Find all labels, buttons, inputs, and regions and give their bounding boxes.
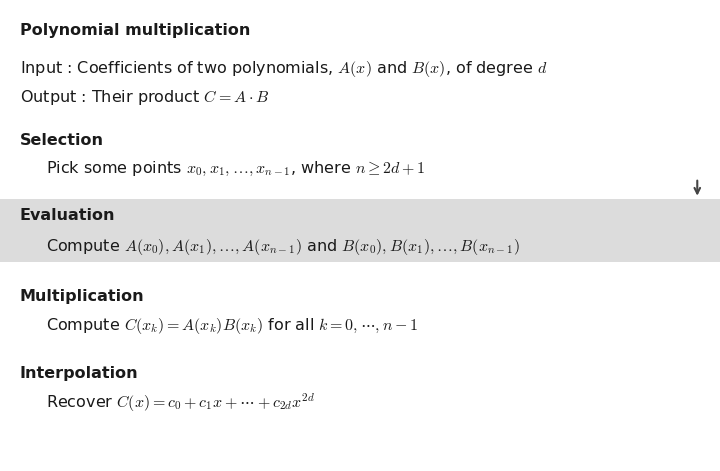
Text: Compute $C(x_k) = A(x_k)B(x_k)$ for all $k = 0, \cdots, n-1$: Compute $C(x_k) = A(x_k)B(x_k)$ for all …	[46, 316, 418, 335]
Text: Interpolation: Interpolation	[20, 366, 138, 382]
Text: Evaluation: Evaluation	[20, 208, 115, 223]
Text: Pick some points $x_0, x_1, \ldots, x_{n-1}$, where $n \geq 2d+1$: Pick some points $x_0, x_1, \ldots, x_{n…	[46, 160, 426, 178]
Text: Input : Coefficients of two polynomials, $A(x)$ and $B(x)$, of degree $d$: Input : Coefficients of two polynomials,…	[20, 59, 547, 79]
Text: Output : Their product $C = A \cdot B$: Output : Their product $C = A \cdot B$	[20, 88, 269, 106]
Text: Multiplication: Multiplication	[20, 289, 145, 304]
Text: Recover $C(x) = c_0 + c_1 x + \cdots + c_{2d} x^{2d}$: Recover $C(x) = c_0 + c_1 x + \cdots + c…	[46, 391, 315, 414]
Text: Selection: Selection	[20, 133, 104, 148]
Text: Polynomial multiplication: Polynomial multiplication	[20, 23, 251, 38]
FancyBboxPatch shape	[0, 199, 720, 262]
Text: Compute $A(x_0), A(x_1), \ldots, A(x_{n-1})$ and $B(x_0), B(x_1), \ldots, B(x_{n: Compute $A(x_0), A(x_1), \ldots, A(x_{n-…	[46, 237, 520, 257]
